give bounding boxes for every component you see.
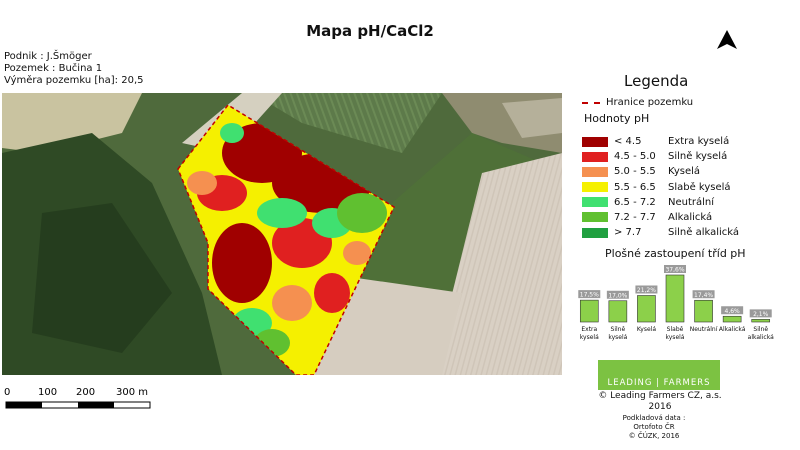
value-label-bg-5	[721, 306, 744, 315]
bar-4	[694, 299, 713, 323]
legend-class-range: 5.5 - 6.5	[614, 181, 656, 193]
field-area-label: Výměra pozemku [ha]: 20,5	[4, 75, 144, 86]
scale-label-200: 200	[76, 387, 95, 398]
legend-class-range: 4.5 - 5.0	[614, 151, 656, 163]
value-label-bg-6	[749, 309, 772, 318]
bar-1	[608, 300, 628, 323]
bar-6	[751, 319, 771, 323]
scale-label-300: 300 m	[116, 387, 148, 398]
legend-swatch	[582, 197, 608, 208]
value-label-bg-1	[606, 290, 629, 299]
data-source: Podkladová data : Ortofoto ČR © ČÚZK, 20…	[614, 414, 694, 441]
category-label-0: Extra	[581, 326, 597, 333]
source-line1: Podkladová data :	[622, 414, 686, 422]
legend-swatch	[582, 151, 608, 162]
value-label-bg-2	[635, 285, 658, 294]
copyright-line1: © Leading Farmers CZ, a.s.	[598, 391, 722, 401]
category-label-1: Silně	[611, 326, 626, 333]
leading-farmers-logo: LEADING | FARMERS	[598, 360, 720, 390]
legend-swatch	[582, 182, 608, 193]
source-line2: Ortofoto ČR	[633, 423, 675, 431]
area-bar-chart: 17,5%Extrakyselá17,0%Silněkyselá21,2%Kys…	[578, 265, 774, 341]
category-label-5: Alkalická	[719, 326, 746, 333]
legend-classes: < 4.5 Extra kyselá 4.5 - 5.0 Silně kyselá …	[582, 134, 792, 240]
bar-5	[722, 315, 742, 323]
boundary-label: Hranice pozemku	[606, 97, 694, 108]
legend-class-name: Slabě kyselá	[668, 181, 731, 193]
legend-class-range: < 4.5	[614, 136, 642, 147]
copyright: © Leading Farmers CZ, a.s. 2016	[597, 391, 723, 413]
category-label-3: kyselá	[666, 334, 685, 341]
legend-class-name: Silně alkalická	[668, 227, 740, 239]
boundary-line-icon	[582, 101, 600, 104]
legend-boundary: Hranice pozemku	[582, 97, 693, 108]
value-label-3: 37,6%	[665, 267, 684, 274]
value-label-4: 17,4%	[694, 292, 713, 299]
value-label-bg-0	[578, 290, 601, 299]
map-title: Mapa pH/CaCl2	[306, 22, 434, 40]
category-label-2: Kyselá	[637, 326, 657, 333]
legend-class: 7.2 - 7.7 Alkalická	[582, 210, 792, 225]
company-label: Podnik : J.Šmöger	[4, 51, 92, 62]
scale-label-0: 0	[4, 387, 10, 398]
bar-0	[579, 299, 599, 323]
logo-text: LEADING | FARMERS	[607, 378, 711, 388]
source-line3: © ČÚZK, 2016	[628, 432, 680, 440]
legend-class: > 7.7 Silně alkalická	[582, 225, 792, 240]
legend-class-range: 7.2 - 7.7	[614, 211, 656, 223]
category-label-6: alkalická	[748, 334, 774, 341]
legend-class-range: > 7.7	[614, 227, 642, 239]
bar-chart-title: Plošné zastoupení tříd pH	[605, 247, 746, 260]
north-arrow-icon	[717, 30, 737, 49]
legend-class-name: Extra kyselá	[668, 136, 730, 147]
scale-label-100: 100	[38, 387, 57, 398]
legend-class-range: 6.5 - 7.2	[614, 196, 656, 208]
legend-values-title: Hodnoty pH	[584, 112, 650, 125]
legend-class: 5.0 - 5.5 Kyselá	[582, 164, 792, 179]
legend-swatch	[582, 136, 608, 147]
value-label-6: 2,1%	[753, 311, 769, 318]
value-label-bg-3	[664, 265, 686, 273]
legend-class-name: Kyselá	[668, 166, 701, 178]
category-label-0: kyselá	[580, 334, 599, 341]
ph-map[interactable]	[2, 93, 562, 375]
value-label-bg-4	[692, 290, 715, 299]
value-label-5: 4,6%	[725, 308, 741, 315]
legend-class-name: Alkalická	[668, 211, 713, 223]
copyright-line2: 2016	[648, 402, 672, 412]
scale-bar: 0 100 200 300 m	[4, 387, 151, 409]
legend-class: < 4.5 Extra kyselá	[582, 134, 792, 149]
field-name-label: Pozemek : Bučina 1	[4, 63, 103, 74]
legend-swatch	[582, 166, 608, 177]
legend-class-range: 5.0 - 5.5	[614, 166, 656, 178]
legend-class: 5.5 - 6.5 Slabě kyselá	[582, 180, 792, 195]
legend-class-name: Neutrální	[668, 196, 715, 208]
category-label-6: Silně	[753, 326, 768, 333]
category-label-4: Neutrální	[690, 326, 718, 333]
value-label-0: 17,5%	[580, 292, 599, 299]
category-label-1: kyselá	[608, 334, 627, 341]
legend-swatch	[582, 227, 608, 238]
legend-swatch	[582, 212, 608, 223]
bar-2	[637, 295, 656, 323]
category-label-3: Slabě	[667, 326, 684, 333]
value-label-2: 21,2%	[637, 287, 656, 294]
legend-class: 6.5 - 7.2 Neutrální	[582, 195, 792, 210]
value-label-1: 17,0%	[608, 292, 627, 299]
legend-class-name: Silně kyselá	[668, 151, 728, 163]
legend-title: Legenda	[624, 72, 689, 90]
legend-class: 4.5 - 5.0 Silně kyselá	[582, 149, 792, 164]
bar-3	[665, 274, 685, 323]
field-info: Podnik : J.Šmöger Pozemek : Bučina 1 Vým…	[4, 51, 144, 87]
